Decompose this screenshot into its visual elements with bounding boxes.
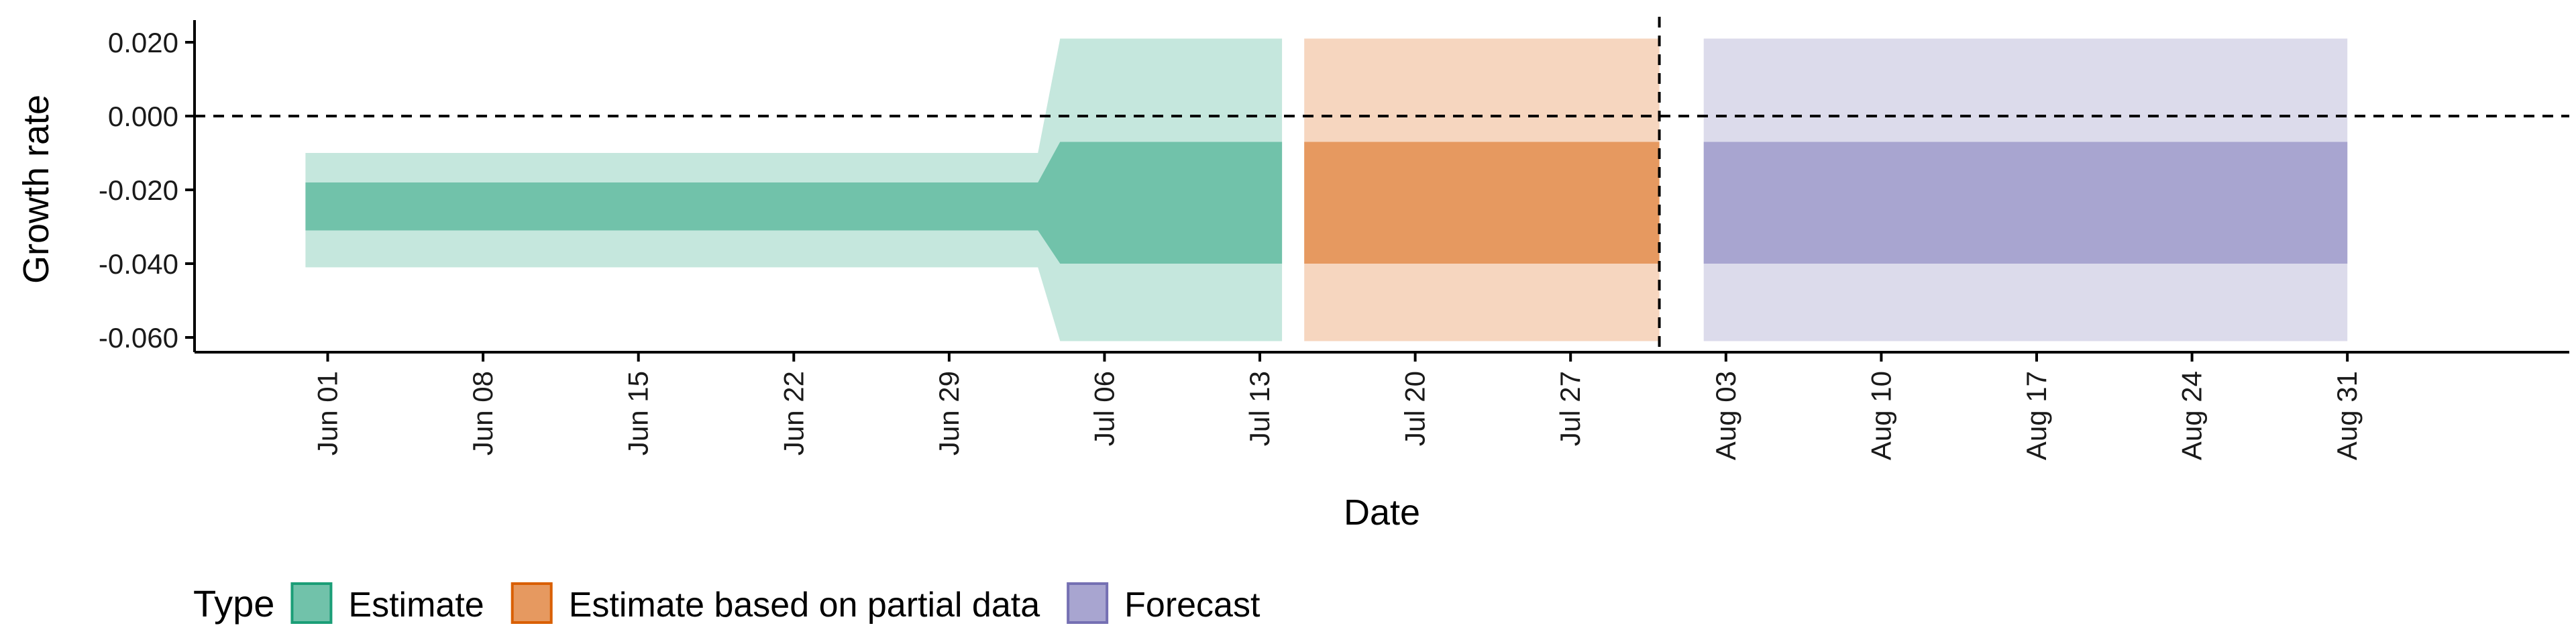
reference-lines [195, 17, 2569, 352]
x-tick-label: Jun 01 [312, 371, 343, 455]
estimate-based-on-partial-data-legend-label: Estimate based on partial data [569, 586, 1040, 625]
legend: Type Estimate Estimate based on partial d… [193, 582, 1260, 625]
x-tick-label: Jul 06 [1088, 371, 1120, 446]
legend-title: Type [193, 582, 274, 625]
x-tick-label: Jul 27 [1554, 371, 1586, 446]
y-tick-label: -0.020 [99, 174, 178, 206]
forecast-inner-band [1703, 142, 2348, 264]
x-tick-label: Aug 24 [2176, 371, 2208, 460]
x-tick-label: Jun 15 [623, 371, 654, 455]
band-layer [305, 38, 2348, 341]
x-tick-label: Jul 20 [1399, 371, 1431, 446]
y-tick-label: -0.040 [99, 248, 178, 280]
x-tick-label: Jun 22 [777, 371, 809, 455]
x-tick-label: Jun 29 [933, 371, 965, 455]
x-tick-label: Jun 08 [467, 371, 498, 455]
y-tick-label: 0.020 [108, 27, 178, 58]
x-tick-label: Aug 31 [2331, 371, 2363, 460]
estimate-legend-key [290, 582, 333, 624]
y-tick-label: -0.060 [99, 322, 178, 354]
x-tick-label: Aug 10 [1865, 371, 1896, 460]
estimate-inner-band [305, 142, 1283, 264]
x-tick-label: Aug 17 [2021, 371, 2052, 460]
estimate-based-on-partial-data-inner-band [1304, 142, 1660, 264]
y-tick-label: 0.000 [108, 101, 178, 132]
x-tick-label: Jul 13 [1244, 371, 1275, 446]
forecast-legend-label: Forecast [1124, 586, 1260, 625]
x-axis-title: Date [1344, 492, 1420, 533]
forecast-legend-key [1067, 582, 1109, 624]
x-tick-label: Aug 03 [1710, 371, 1741, 460]
estimate-based-on-partial-data-legend-key [511, 582, 553, 624]
y-axis-title: Growth rate [16, 95, 56, 284]
estimate-legend-label: Estimate [348, 586, 484, 625]
axes: 0.020 0.000 -0.020 -0.040 -0.060 Jun 01 Jun 08… [99, 20, 2569, 460]
